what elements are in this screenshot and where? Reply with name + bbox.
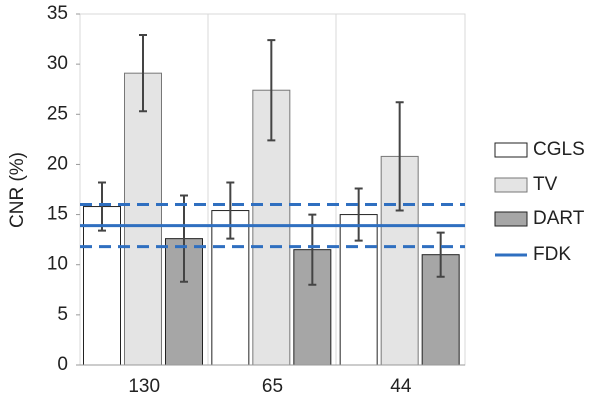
- y-tick-label: 5: [57, 304, 68, 325]
- y-tick-label: 0: [57, 354, 68, 375]
- legend-label: TV: [533, 174, 558, 195]
- y-tick-label: 25: [47, 103, 68, 124]
- y-tick-label: 15: [47, 204, 68, 225]
- y-tick-label: 10: [47, 254, 68, 275]
- y-axis-label: CNR (%): [7, 152, 28, 228]
- error-bar: [226, 181, 235, 240]
- legend-label: DART: [533, 208, 585, 229]
- error-bar: [354, 187, 363, 242]
- legend-label: CGLS: [533, 139, 585, 160]
- y-tick-label: 35: [47, 3, 68, 24]
- error-bar: [267, 39, 276, 142]
- bar: [83, 206, 121, 366]
- legend-swatch: [494, 177, 528, 193]
- error-bar: [180, 194, 188, 283]
- x-tick-label: 65: [262, 376, 283, 397]
- error-bar: [436, 231, 445, 278]
- legend-swatch: [494, 142, 528, 158]
- legend-swatch: [494, 211, 528, 227]
- x-tick-label: 44: [390, 376, 412, 397]
- bar: [124, 72, 162, 366]
- legend-label: FDK: [533, 244, 571, 265]
- x-tick-label: 130: [128, 376, 160, 397]
- y-tick-label: 30: [47, 53, 68, 74]
- error-bar: [139, 34, 147, 113]
- error-bar: [98, 181, 106, 232]
- y-tick-label: 20: [47, 153, 68, 174]
- error-bar: [395, 101, 404, 212]
